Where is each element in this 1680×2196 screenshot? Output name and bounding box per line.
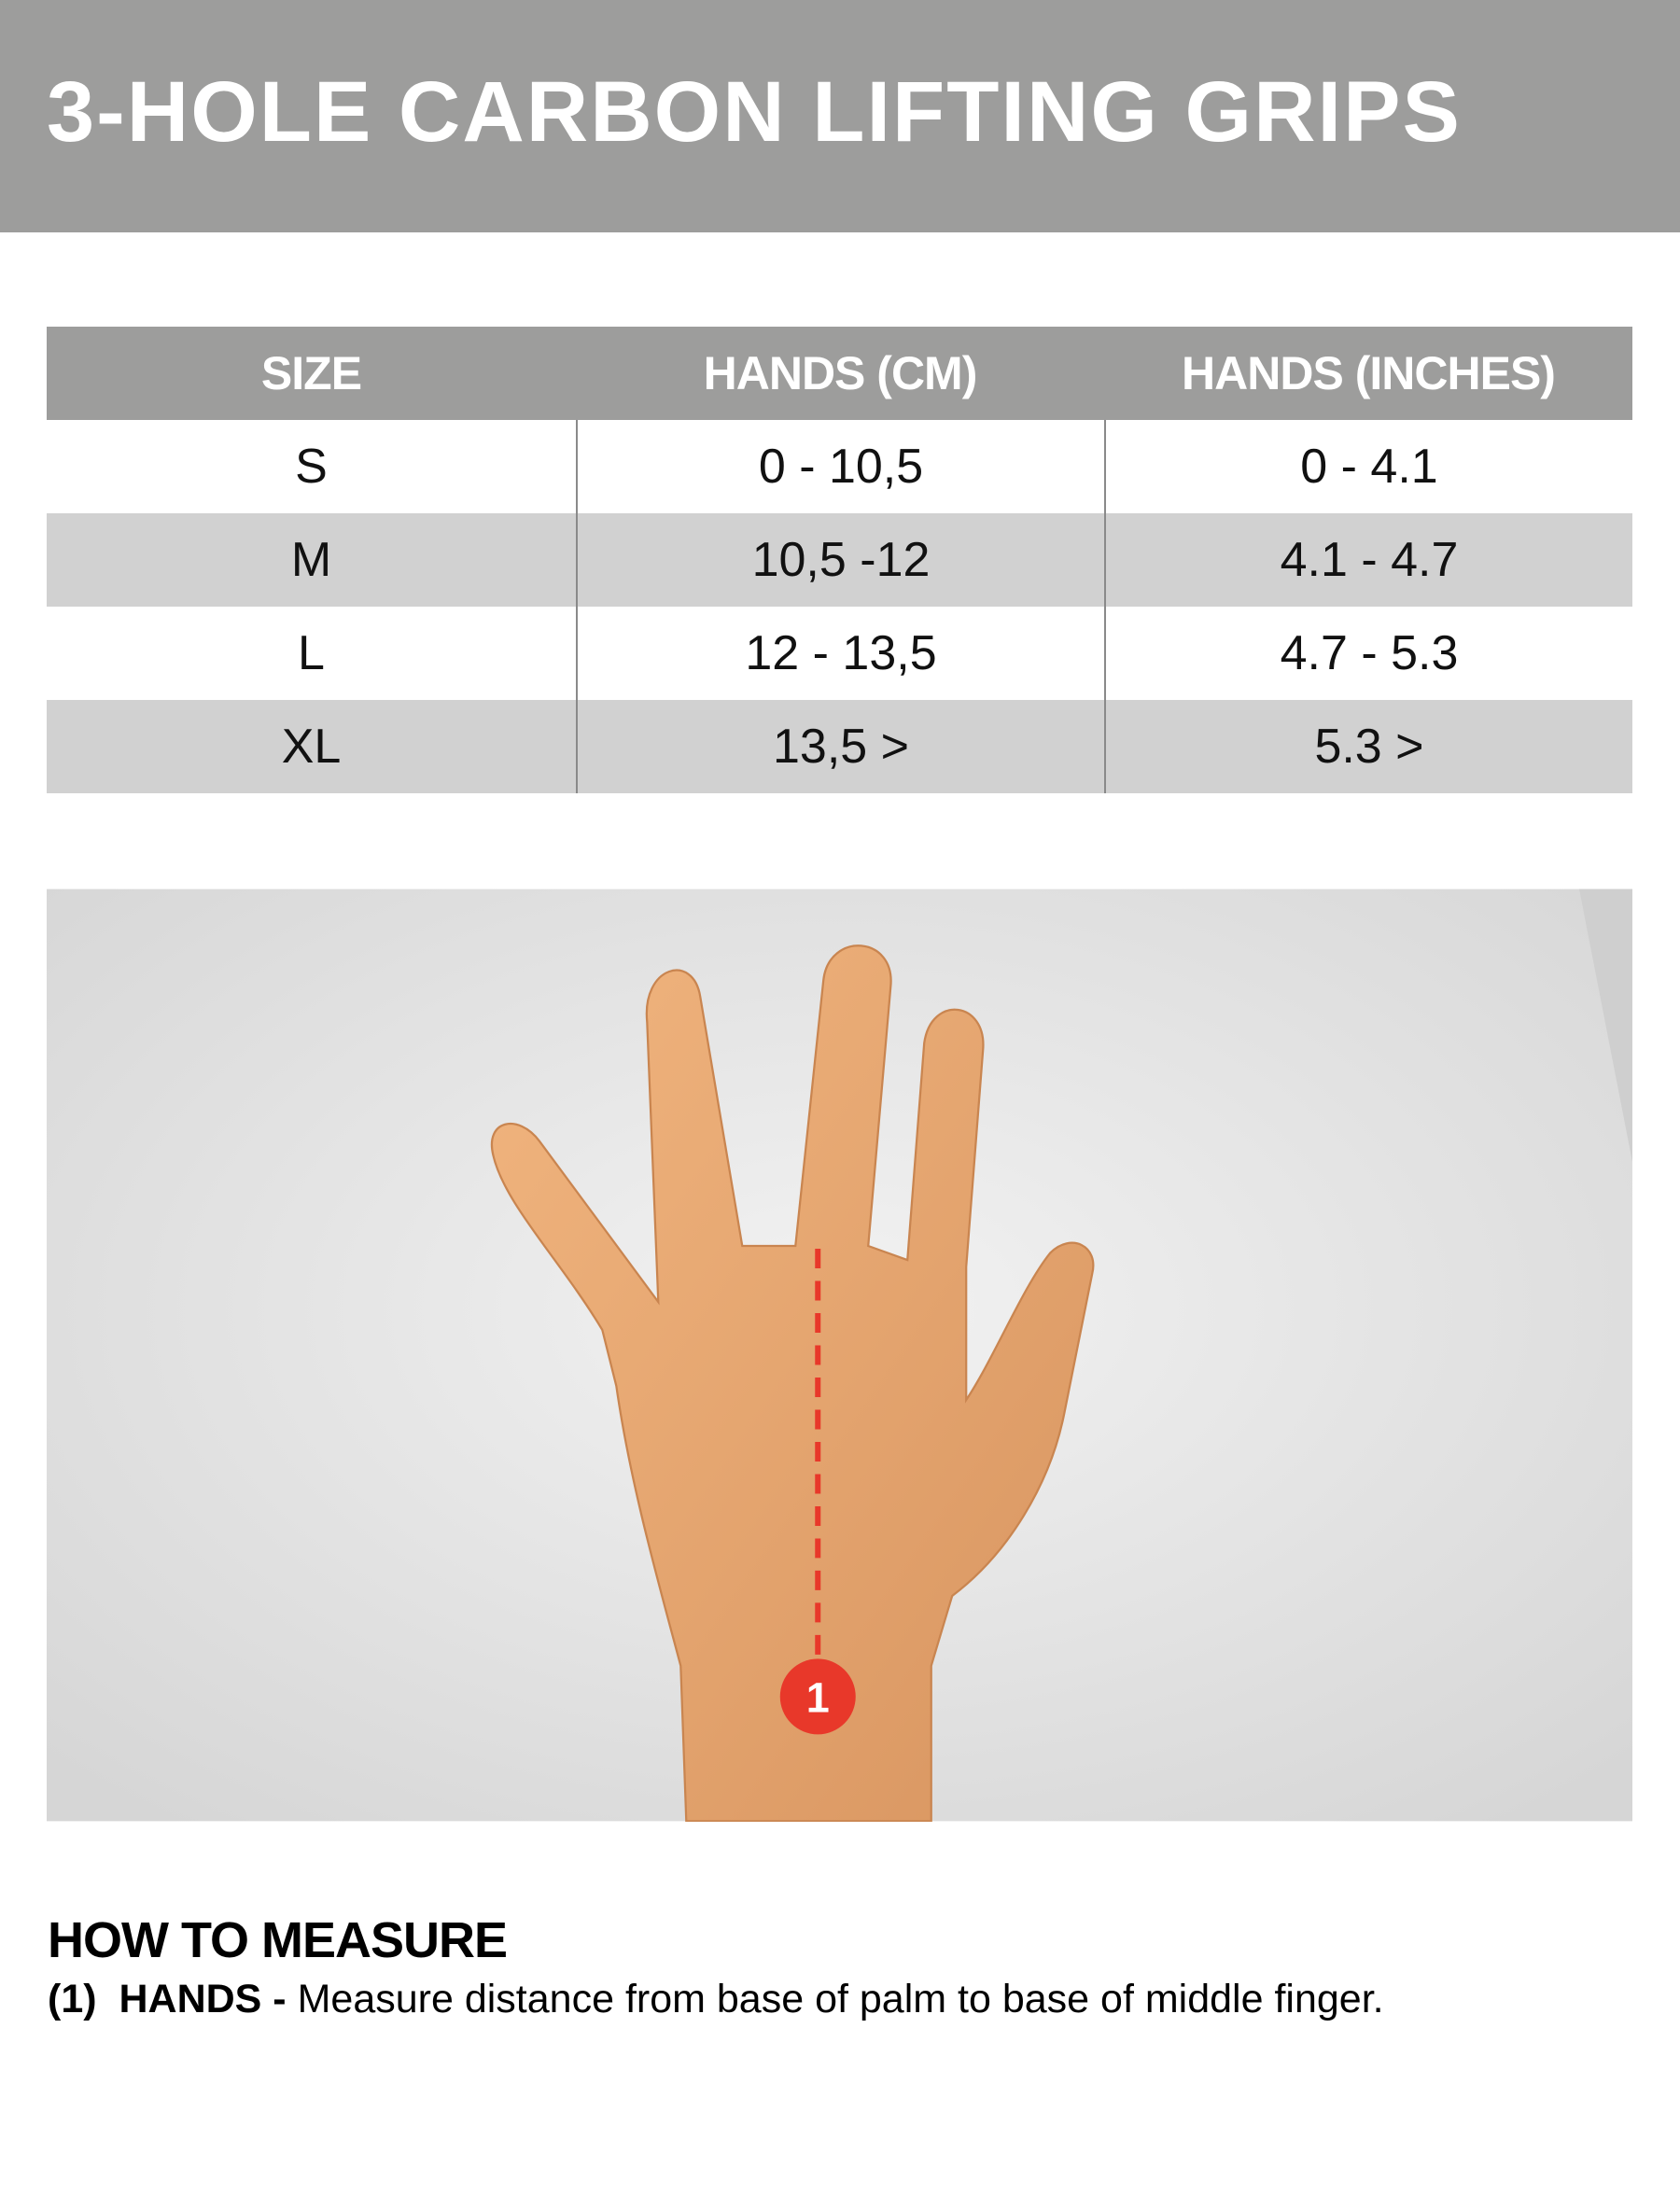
title-banner: 3-HOLE CARBON LIFTING GRIPS — [0, 0, 1680, 232]
marker-circle — [779, 1658, 856, 1735]
cm-cell: 13,5 > — [576, 700, 1104, 793]
inches-cell: 4.7 - 5.3 — [1104, 607, 1632, 700]
size-cell: S — [295, 440, 328, 494]
hand-illustration: 1 — [47, 888, 1632, 1822]
instruction-text: Measure distance from base of palm to ba… — [297, 1977, 1384, 2021]
marker-label: 1 — [806, 1673, 830, 1721]
header-hands-cm: HANDS (CM) — [703, 347, 978, 399]
instruction-item: (1) HANDS - Measure distance from base o… — [48, 1977, 1384, 2022]
header-size: SIZE — [260, 347, 362, 399]
instruction-number: (1) — [48, 1977, 97, 2021]
size-cell: XL — [281, 720, 342, 774]
table-row: S 0 - 10,5 0 - 4.1 — [47, 420, 1632, 513]
inches-cell: 4.1 - 4.7 — [1104, 513, 1632, 607]
table-row: L 12 - 13,5 4.7 - 5.3 — [47, 607, 1632, 700]
cm-cell: 12 - 13,5 — [576, 607, 1104, 700]
how-to-measure-heading: HOW TO MEASURE — [48, 1912, 508, 1968]
inches-cell: 5.3 > — [1104, 700, 1632, 793]
instruction-label: HANDS - — [119, 1977, 287, 2021]
table-row: XL 13,5 > 5.3 > — [47, 700, 1632, 793]
size-cell: L — [298, 626, 325, 680]
cm-cell: 0 - 10,5 — [576, 420, 1104, 513]
size-cell: M — [290, 533, 332, 587]
cm-cell: 10,5 -12 — [576, 513, 1104, 607]
table-row: M 10,5 -12 4.1 - 4.7 — [47, 513, 1632, 607]
hand-measurement-image: 1 — [47, 888, 1632, 1822]
header-hands-inches: HANDS (INCHES) — [1182, 347, 1556, 399]
hand-icon — [490, 944, 1095, 1822]
inches-cell: 0 - 4.1 — [1104, 420, 1632, 513]
size-table: SIZE HANDS (CM) HANDS (INCHES) S 0 - 10,… — [47, 327, 1632, 793]
page-title: 3-HOLE CARBON LIFTING GRIPS — [47, 64, 1462, 160]
table-header-row: SIZE HANDS (CM) HANDS (INCHES) — [47, 327, 1632, 420]
